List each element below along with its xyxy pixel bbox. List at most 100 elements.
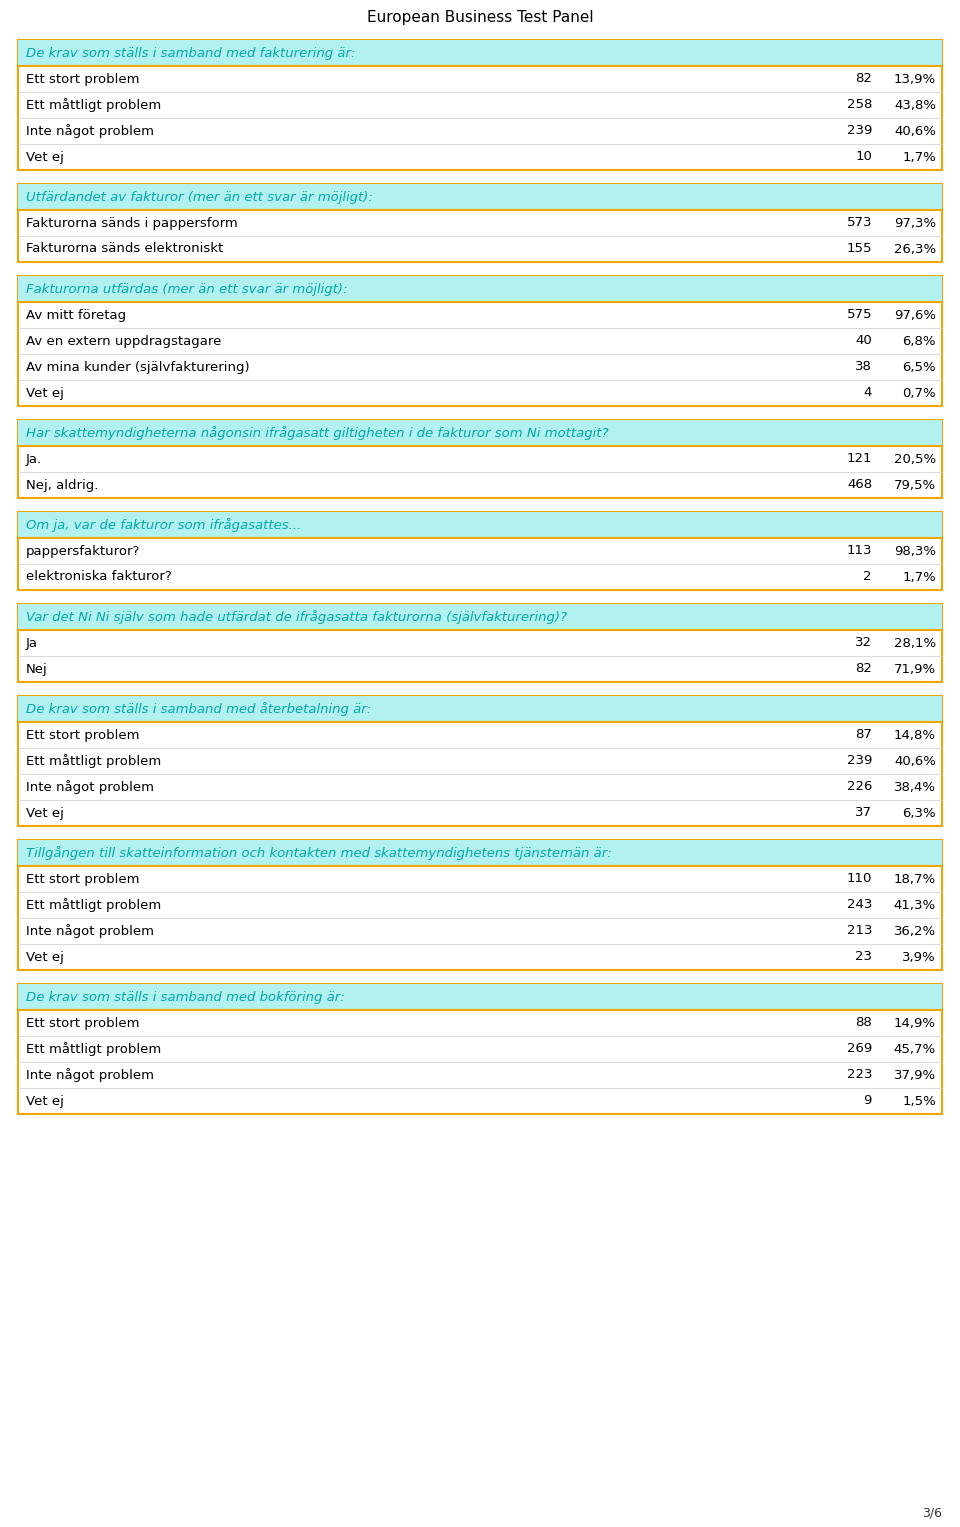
Text: 23: 23 [855, 950, 872, 964]
Text: 239: 239 [847, 125, 872, 137]
Text: 45,7%: 45,7% [894, 1043, 936, 1055]
Text: 37: 37 [855, 806, 872, 820]
Text: 226: 226 [847, 780, 872, 794]
Text: Av mina kunder (självfakturering): Av mina kunder (självfakturering) [26, 360, 250, 374]
Text: 1,5%: 1,5% [902, 1095, 936, 1107]
Text: Fakturorna sänds i pappersform: Fakturorna sänds i pappersform [26, 217, 238, 229]
Bar [18, 983, 942, 1115]
Text: 6,3%: 6,3% [902, 806, 936, 820]
Text: 28,1%: 28,1% [894, 637, 936, 649]
Text: 6,8%: 6,8% [902, 334, 936, 348]
Text: 41,3%: 41,3% [894, 898, 936, 912]
Bar [18, 420, 942, 498]
Text: 4: 4 [864, 386, 872, 400]
Bar [18, 276, 942, 302]
Text: elektroniska fakturor?: elektroniska fakturor? [26, 571, 172, 583]
Text: 13,9%: 13,9% [894, 72, 936, 86]
Text: 3/6: 3/6 [922, 1506, 942, 1519]
Text: Vet ej: Vet ej [26, 386, 64, 400]
Text: 2: 2 [863, 571, 872, 583]
Text: Tillgången till skatteinformation och kontakten med skattemyndighetens tjänstemä: Tillgången till skatteinformation och ko… [26, 846, 612, 860]
Text: Om ja, var de fakturor som ifrågasattes...: Om ja, var de fakturor som ifrågasattes.… [26, 518, 301, 531]
Text: 223: 223 [847, 1069, 872, 1081]
Text: 3,9%: 3,9% [902, 950, 936, 964]
Text: European Business Test Panel: European Business Test Panel [367, 11, 593, 24]
Text: 38: 38 [855, 360, 872, 374]
Bar [18, 276, 942, 406]
Text: Fakturorna sänds elektroniskt: Fakturorna sänds elektroniskt [26, 243, 224, 255]
Bar [18, 183, 942, 211]
Text: Inte något problem: Inte något problem [26, 780, 154, 794]
Text: Nej, aldrig.: Nej, aldrig. [26, 478, 98, 492]
Text: Vet ej: Vet ej [26, 1095, 64, 1107]
Bar [18, 512, 942, 589]
Bar [18, 605, 942, 631]
Text: 243: 243 [847, 898, 872, 912]
Text: Utfärdandet av fakturor (mer än ett svar är möjligt):: Utfärdandet av fakturor (mer än ett svar… [26, 191, 372, 203]
Text: 98,3%: 98,3% [894, 545, 936, 557]
Text: 269: 269 [847, 1043, 872, 1055]
Text: 32: 32 [855, 637, 872, 649]
Text: 82: 82 [855, 663, 872, 675]
Text: 20,5%: 20,5% [894, 452, 936, 466]
Bar [18, 840, 942, 970]
Text: Ja.: Ja. [26, 452, 42, 466]
Text: Ja: Ja [26, 637, 38, 649]
Text: Var det Ni Ni själv som hade utfärdat de ifrågasatta fakturorna (självfakturerin: Var det Ni Ni själv som hade utfärdat de… [26, 609, 567, 625]
Text: 575: 575 [847, 308, 872, 322]
Text: 97,6%: 97,6% [894, 308, 936, 322]
Text: Ett stort problem: Ett stort problem [26, 728, 139, 742]
Text: Inte något problem: Inte något problem [26, 924, 154, 938]
Text: 37,9%: 37,9% [894, 1069, 936, 1081]
Text: Vet ej: Vet ej [26, 151, 64, 163]
Bar [18, 40, 942, 66]
Text: 239: 239 [847, 754, 872, 768]
Bar [18, 40, 942, 169]
Text: 40,6%: 40,6% [894, 125, 936, 137]
Text: pappersfakturor?: pappersfakturor? [26, 545, 140, 557]
Bar [18, 605, 942, 683]
Text: Ett måttligt problem: Ett måttligt problem [26, 98, 161, 111]
Text: De krav som ställs i samband med fakturering är:: De krav som ställs i samband med fakture… [26, 46, 355, 60]
Text: 88: 88 [855, 1017, 872, 1029]
Bar [18, 696, 942, 826]
Text: 113: 113 [847, 545, 872, 557]
Text: Ett måttligt problem: Ett måttligt problem [26, 754, 161, 768]
Text: 1,7%: 1,7% [902, 571, 936, 583]
Text: 121: 121 [847, 452, 872, 466]
Text: 213: 213 [847, 924, 872, 938]
Text: 573: 573 [847, 217, 872, 229]
Text: 110: 110 [847, 872, 872, 886]
Text: 38,4%: 38,4% [894, 780, 936, 794]
Text: 9: 9 [864, 1095, 872, 1107]
Text: 43,8%: 43,8% [894, 99, 936, 111]
Text: 258: 258 [847, 99, 872, 111]
Text: Ett stort problem: Ett stort problem [26, 1017, 139, 1029]
Text: Ett stort problem: Ett stort problem [26, 872, 139, 886]
Text: 468: 468 [847, 478, 872, 492]
Text: De krav som ställs i samband med återbetalning är:: De krav som ställs i samband med återbet… [26, 702, 372, 716]
Text: 18,7%: 18,7% [894, 872, 936, 886]
Text: 97,3%: 97,3% [894, 217, 936, 229]
Bar [18, 183, 942, 263]
Bar [18, 420, 942, 446]
Text: Av en extern uppdragstagare: Av en extern uppdragstagare [26, 334, 222, 348]
Bar [18, 512, 942, 538]
Text: Ett stort problem: Ett stort problem [26, 72, 139, 86]
Text: Inte något problem: Inte något problem [26, 1067, 154, 1083]
Text: 82: 82 [855, 72, 872, 86]
Text: Vet ej: Vet ej [26, 806, 64, 820]
Text: 10: 10 [855, 151, 872, 163]
Text: Inte något problem: Inte något problem [26, 124, 154, 137]
Text: 14,8%: 14,8% [894, 728, 936, 742]
Bar [18, 696, 942, 722]
Text: 6,5%: 6,5% [902, 360, 936, 374]
Bar [18, 840, 942, 866]
Text: 79,5%: 79,5% [894, 478, 936, 492]
Text: 1,7%: 1,7% [902, 151, 936, 163]
Text: 36,2%: 36,2% [894, 924, 936, 938]
Text: 0,7%: 0,7% [902, 386, 936, 400]
Bar [18, 983, 942, 1009]
Text: De krav som ställs i samband med bokföring är:: De krav som ställs i samband med bokföri… [26, 991, 345, 1003]
Text: 40: 40 [855, 334, 872, 348]
